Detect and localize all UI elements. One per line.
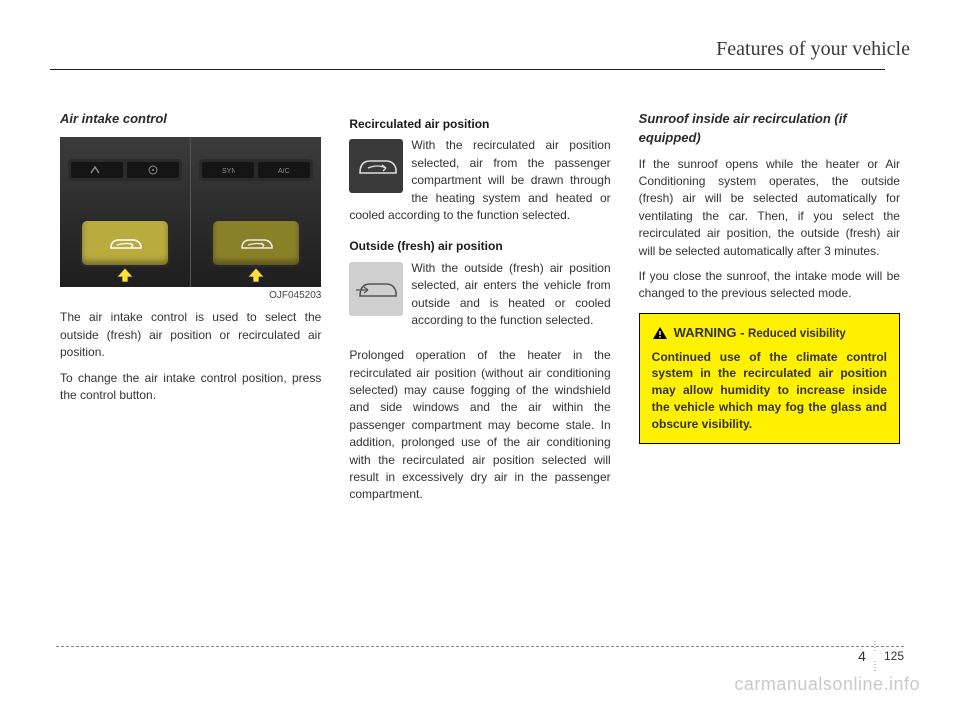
column-3: Sunroof inside air recirculation (if equ…	[639, 110, 900, 617]
col3-p1: If the sunroof opens while the heater or…	[639, 156, 900, 260]
car-recirc-icon	[236, 232, 276, 254]
col1-p1: The air intake control is used to select…	[60, 309, 321, 361]
dash-left	[60, 137, 190, 287]
recirc-button-highlight	[82, 221, 168, 265]
page-root: Features of your vehicle Air intake cont…	[0, 0, 960, 707]
sync-btn-icon: SYNC	[202, 162, 254, 178]
recirc-button-dim	[213, 221, 299, 265]
arrow-up-icon	[246, 267, 266, 283]
svg-text:SYNC: SYNC	[222, 168, 235, 175]
dash-photo: SYNC A/C	[60, 137, 321, 287]
col1-heading: Air intake control	[60, 110, 321, 129]
mode-btn-icon	[71, 162, 123, 178]
col3-p2: If you close the sunroof, the intake mod…	[639, 268, 900, 303]
warning-title: WARNING - Reduced visibility	[652, 324, 887, 343]
fan-btn-icon	[127, 162, 179, 178]
footer-dashed-rule	[56, 646, 904, 647]
dash-photo-block: SYNC A/C	[60, 137, 321, 304]
content-columns: Air intake control	[60, 110, 900, 617]
warning-triangle-icon	[652, 326, 668, 340]
page-number: 4 125	[858, 641, 904, 671]
outside-icon-inset	[349, 262, 403, 316]
warning-label: WARNING -	[674, 325, 748, 340]
column-1: Air intake control	[60, 110, 321, 617]
outside-block: With the outside (fresh) air position se…	[349, 260, 610, 338]
page-number-value: 125	[884, 649, 904, 663]
recirc-block: With the recirculated air position selec…	[349, 137, 610, 232]
dash-top-buttons-left	[68, 159, 182, 181]
col2-h-recirc: Recirculated air position	[349, 116, 610, 133]
car-recirc-icon	[105, 232, 145, 254]
image-caption: OJF045203	[60, 289, 321, 304]
warning-subtitle: Reduced visibility	[748, 328, 846, 340]
car-recirc-icon	[354, 151, 398, 181]
watermark: carmanualsonline.info	[734, 674, 920, 695]
header-title: Features of your vehicle	[50, 38, 910, 67]
col2-p-prolonged: Prolonged operation of the heater in the…	[349, 347, 610, 504]
col2-h-outside: Outside (fresh) air position	[349, 238, 610, 255]
dash-right: SYNC A/C	[190, 137, 321, 287]
recirc-icon-inset	[349, 139, 403, 193]
col3-h-sunroof: Sunroof inside air recirculation (if equ…	[639, 110, 900, 148]
arrow-up-icon	[115, 267, 135, 283]
chapter-number: 4	[858, 648, 866, 664]
dash-top-buttons-right: SYNC A/C	[199, 159, 313, 181]
page-header: Features of your vehicle	[50, 38, 910, 70]
ac-btn-icon: A/C	[258, 162, 310, 178]
car-outside-air-icon	[354, 274, 398, 304]
col1-p2: To change the air intake control positio…	[60, 370, 321, 405]
page-number-divider-icon	[872, 641, 878, 671]
column-2: Recirculated air position With the recir…	[349, 110, 610, 617]
warning-box: WARNING - Reduced visibility Continued u…	[639, 313, 900, 444]
warning-body: Continued use of the climate control sys…	[652, 349, 887, 433]
header-rule	[50, 69, 885, 70]
svg-text:A/C: A/C	[278, 168, 290, 175]
